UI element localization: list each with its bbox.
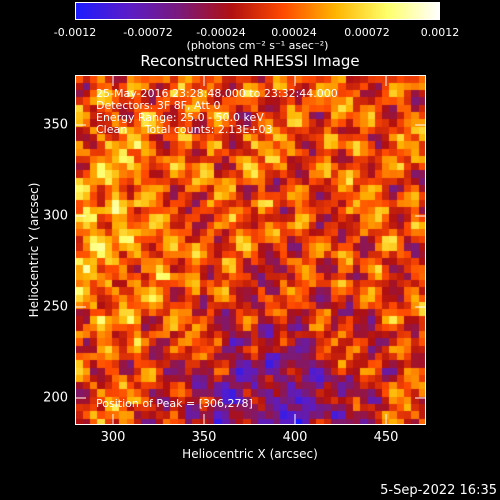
energy-range-label: Energy Range: 25.0 - 50.0 keV <box>96 111 264 124</box>
detectors-label: Detectors: 3F 8F, Att 0 <box>96 99 221 112</box>
y-tick-label: 300 <box>43 208 68 224</box>
colorbar-tick-label: 0.00072 <box>344 26 390 39</box>
x-tick-label: 450 <box>373 430 399 445</box>
x-tick-label: 300 <box>100 430 126 445</box>
y-axis-label: Heliocentric Y (arcsec) <box>27 182 41 318</box>
colorbar-tick-label: 0.0012 <box>420 26 460 39</box>
peak-position-label: Position of Peak = [306,278] <box>96 397 253 410</box>
plot-title: Reconstructed RHESSI Image <box>140 52 360 70</box>
x-axis-label: Heliocentric X (arcsec) <box>182 447 318 461</box>
date-stamp: 5-Sep-2022 16:35 <box>380 483 497 498</box>
colorbar-tick-label: -0.00024 <box>196 26 246 39</box>
y-tick-label: 250 <box>43 299 68 315</box>
x-tick-labels: 300 350 400 450 <box>76 430 425 446</box>
heatmap-image <box>76 76 425 424</box>
y-tick-label: 200 <box>43 390 68 406</box>
y-tick-labels: 350 300 250 200 <box>0 75 68 425</box>
colorbar-units-label: (photons cm⁻² s⁻¹ asec⁻²) <box>186 39 329 52</box>
y-tick-label: 350 <box>43 117 68 133</box>
x-tick-label: 400 <box>282 430 308 445</box>
colorbar <box>75 2 440 20</box>
colorbar-tick-label: -0.0012 <box>53 26 97 39</box>
algorithm-counts-label: Clean Total counts: 2.13E+03 <box>96 123 273 136</box>
x-tick-label: 350 <box>191 430 217 445</box>
colorbar-ticks: -0.0012 -0.00072 -0.00024 0.00024 0.0007… <box>54 26 459 40</box>
colorbar-gradient <box>76 3 439 19</box>
colorbar-tick-label: -0.00072 <box>123 26 173 39</box>
colorbar-tick-label: 0.00024 <box>271 26 317 39</box>
axis-ticks <box>76 76 425 424</box>
time-range-label: 25-May-2016 23:28:48.000 to 23:32:44.000 <box>96 87 338 100</box>
info-overlay: 25-May-2016 23:28:48.000 to 23:32:44.000… <box>96 88 338 136</box>
plot-frame: 25-May-2016 23:28:48.000 to 23:32:44.000… <box>75 75 426 425</box>
